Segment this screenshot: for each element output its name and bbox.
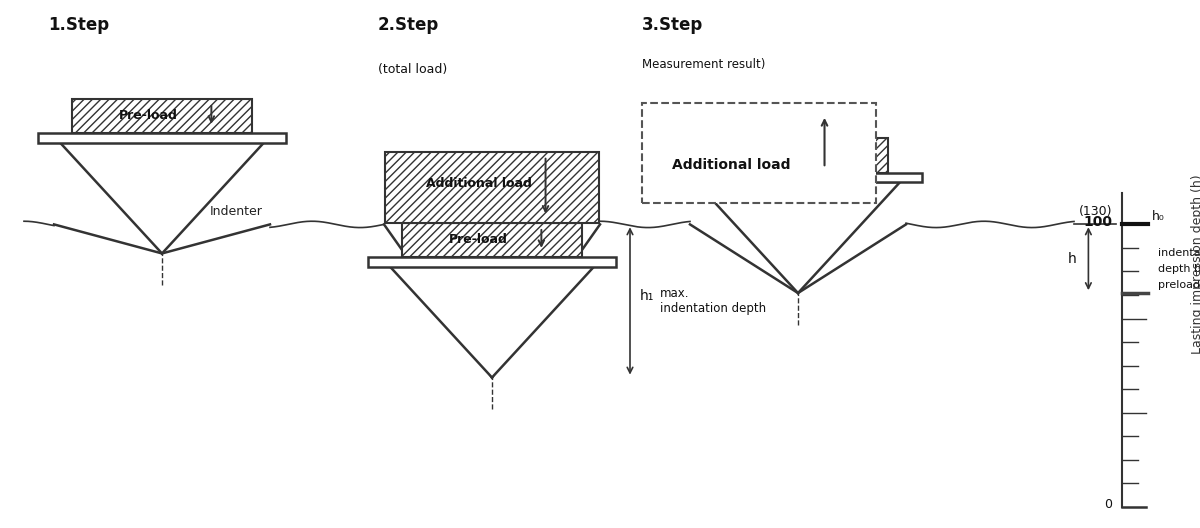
Text: Pre-load: Pre-load [449, 233, 508, 247]
Bar [38, 133, 286, 143]
Text: max.
indentation depth: max. indentation depth [660, 287, 766, 315]
Text: 1.Step: 1.Step [48, 16, 109, 34]
Text: Pre-load: Pre-load [119, 109, 178, 122]
Text: indentation: indentation [1158, 249, 1200, 258]
Text: (total load): (total load) [378, 63, 448, 77]
Bar [72, 99, 252, 133]
Text: preload: preload [1158, 280, 1200, 290]
Text: Measurement result): Measurement result) [642, 58, 766, 71]
Polygon shape [60, 143, 264, 253]
Text: depth by: depth by [1158, 265, 1200, 274]
Polygon shape [390, 267, 594, 378]
Text: h₁: h₁ [640, 289, 654, 303]
Bar [708, 138, 888, 173]
Text: Pre-load: Pre-load [755, 149, 814, 162]
Text: h₀: h₀ [1152, 210, 1165, 223]
Bar [402, 223, 582, 257]
Text: Additional load: Additional load [672, 158, 790, 172]
Text: Additional load: Additional load [426, 177, 532, 190]
Bar [642, 103, 876, 203]
Text: (130): (130) [1079, 205, 1112, 218]
Polygon shape [696, 182, 900, 293]
Text: Lasting impression depth (h): Lasting impression depth (h) [1192, 174, 1200, 354]
Text: 100: 100 [1084, 215, 1112, 229]
Bar [385, 152, 599, 223]
Bar [674, 173, 922, 182]
Text: 3.Step: 3.Step [642, 16, 703, 34]
Text: h: h [1068, 252, 1076, 266]
Bar [368, 257, 616, 267]
Text: Indenter: Indenter [210, 205, 263, 218]
Text: 0: 0 [1104, 498, 1112, 511]
Text: 2.Step: 2.Step [378, 16, 439, 34]
